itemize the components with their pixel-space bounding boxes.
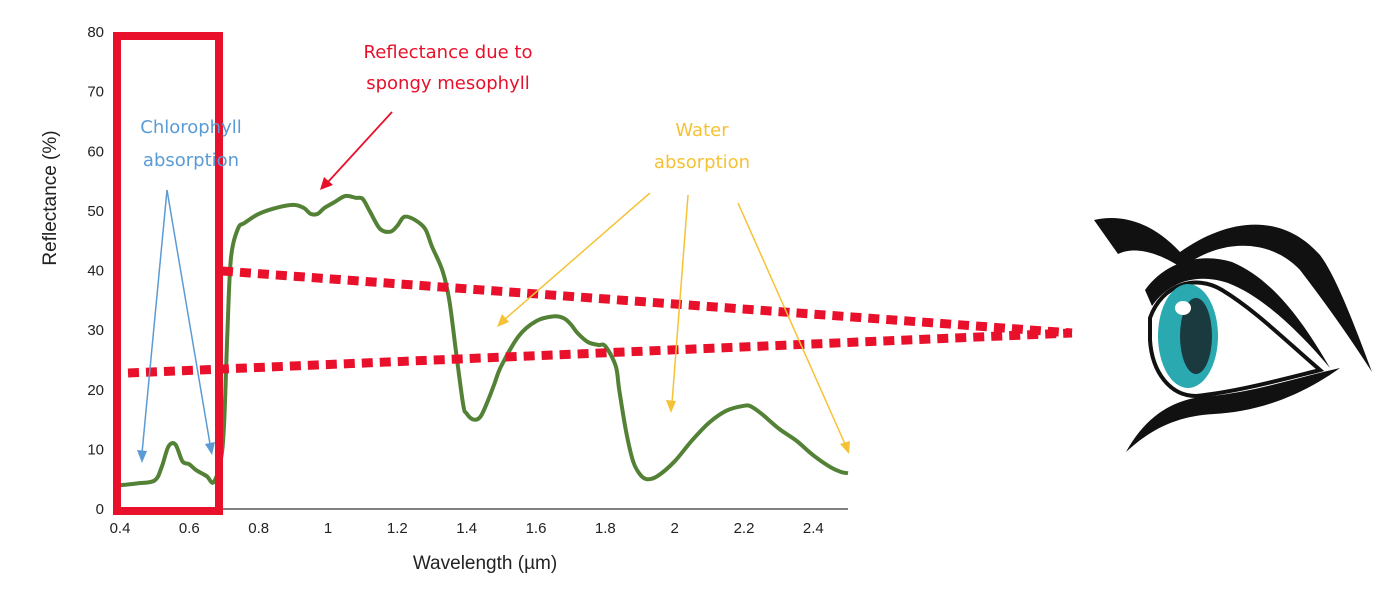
x-tick-label: 1.8 (595, 520, 616, 537)
chlorophyll-annotation: Chlorophyll absorption (137, 117, 242, 463)
dotted-sight-line-top (221, 266, 1073, 338)
y-tick-label: 50 (87, 203, 104, 220)
y-tick-labels: 0 10 20 30 40 50 60 70 80 (87, 24, 104, 518)
water-arrow-3 (737, 202, 846, 445)
series-layer (119, 193, 849, 488)
chlorophyll-annotation-line-2: absorption (143, 150, 239, 171)
chlorophyll-arrow-right (166, 189, 211, 445)
spongy-arrowhead (320, 177, 333, 190)
x-tick-label: 2 (670, 520, 678, 537)
water-arrow-1 (503, 192, 651, 321)
dotted-sight-line-bottom (127, 328, 1073, 378)
reflectance-series-line (119, 193, 849, 488)
y-axis-title: Reflectance (%) (40, 130, 61, 265)
x-tick-label: 2.4 (803, 520, 824, 537)
x-tick-labels: 0.4 0.6 0.8 1 1.2 1.4 1.6 1.8 2 2.2 2.4 (110, 520, 824, 537)
y-tick-label: 60 (87, 143, 104, 160)
x-tick-label: 1.6 (526, 520, 547, 537)
x-tick-label: 0.6 (179, 520, 200, 537)
water-annotation-line-2: absorption (654, 152, 750, 173)
spongy-annotation-line-2: spongy mesophyll (366, 73, 530, 94)
x-tick-label: 1.4 (456, 520, 477, 537)
water-arrowhead-2 (666, 400, 676, 413)
spongy-arrow (327, 111, 393, 183)
y-tick-label: 30 (87, 322, 104, 339)
water-annotation-line-1: Water (675, 120, 729, 141)
y-tick-label: 10 (87, 441, 104, 458)
x-axis-title: Wavelength (µm) (413, 553, 557, 574)
y-tick-label: 80 (87, 24, 104, 41)
spongy-mesophyll-annotation: Reflectance due to spongy mesophyll (320, 42, 532, 190)
water-arrow-2 (671, 194, 689, 404)
x-tick-label: 1.2 (387, 520, 408, 537)
x-tick-label: 0.4 (110, 520, 131, 537)
chlorophyll-annotation-line-1: Chlorophyll (140, 117, 242, 138)
x-tick-label: 2.2 (734, 520, 755, 537)
water-arrowhead-1 (497, 314, 509, 327)
highlight-box (113, 32, 223, 515)
eye-icon (1094, 218, 1372, 452)
water-absorption-annotation: Water absorption (497, 120, 850, 454)
water-arrowhead-3 (840, 441, 850, 454)
y-tick-label: 20 (87, 382, 104, 399)
x-tick-label: 0.8 (248, 520, 269, 537)
y-tick-label: 0 (96, 501, 104, 518)
y-tick-label: 70 (87, 84, 104, 101)
x-tick-label: 1 (324, 520, 332, 537)
y-tick-label: 40 (87, 263, 104, 280)
chlorophyll-arrowhead-right (205, 442, 215, 455)
chlorophyll-arrow-left (141, 189, 168, 454)
chlorophyll-arrowhead-left (137, 450, 147, 463)
spongy-annotation-line-1: Reflectance due to (364, 42, 533, 63)
